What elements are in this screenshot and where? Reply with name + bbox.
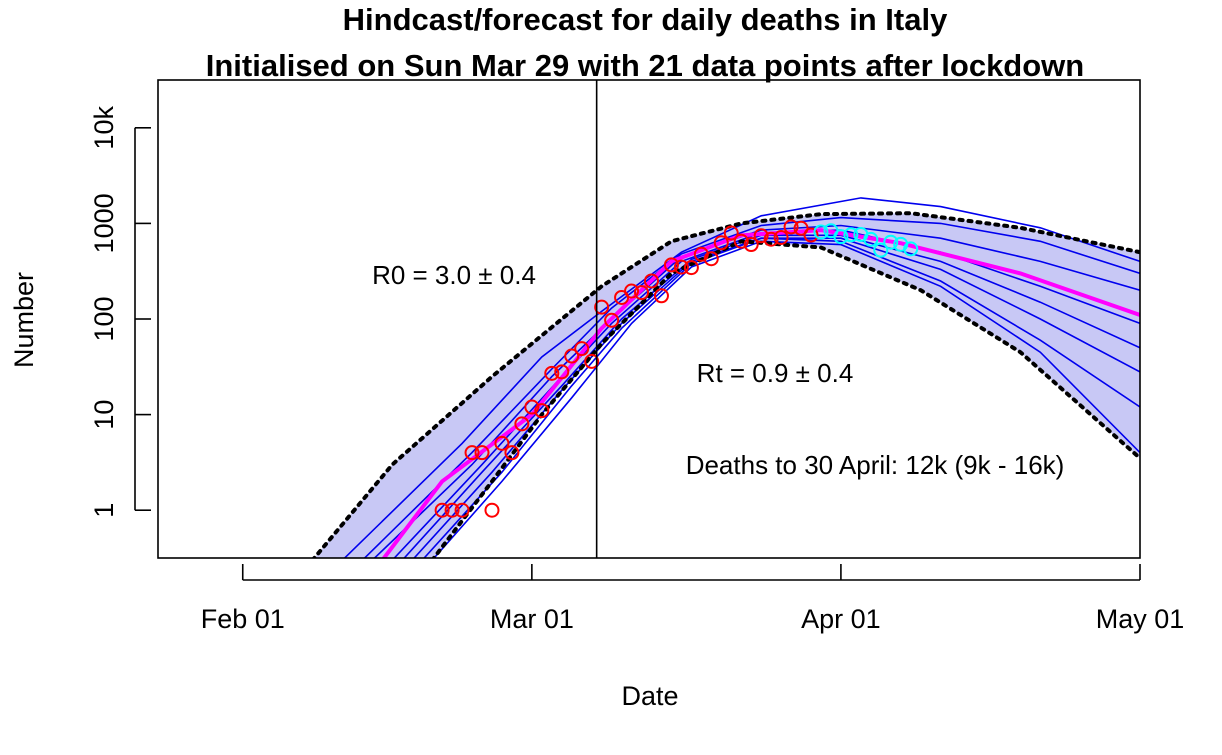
observed-point-20: [624, 283, 640, 299]
observed-point-14: [564, 348, 580, 364]
observed-points-layer: [434, 219, 919, 518]
x-tick-label-1: Feb 01: [201, 604, 285, 634]
observed-point-3: [454, 502, 470, 518]
uncertainty-band-layer: [314, 213, 1140, 558]
chart-title: Hindcast/forecast for daily deaths in It…: [343, 2, 948, 37]
ensemble-line-7: [423, 237, 1140, 558]
observed-point-12: [544, 365, 560, 381]
y-tick-label-2: 10: [89, 400, 119, 430]
y-tick-label-5: 10k: [89, 106, 119, 150]
y-tick-label-3: 100: [89, 296, 119, 341]
rt-annotation: Rt = 0.9 ± 0.4: [697, 358, 854, 388]
observed-point-34: [763, 231, 779, 247]
axes-layer: Feb 01 Mar 01 Apr 01 May 01 1 10 100 1000 10k: [89, 106, 1184, 634]
observed-point-30: [723, 225, 739, 241]
verification-point-7: [873, 242, 889, 258]
observed-point-10: [524, 399, 540, 415]
ensemble-line-1: [343, 197, 1140, 558]
observed-point-38: [803, 227, 819, 243]
y-tick-label-1: 1: [89, 503, 119, 518]
observed-point-11: [534, 403, 550, 419]
verification-point-3: [833, 229, 849, 245]
observed-point-18: [604, 312, 620, 328]
observed-point-16: [584, 353, 600, 369]
observed-point-7: [494, 435, 510, 451]
observed-point-25: [673, 259, 689, 275]
verification-point-1: [813, 224, 829, 240]
observed-point-15: [574, 341, 590, 357]
verification-point-10: [903, 241, 919, 257]
verification-point-8: [883, 234, 899, 250]
observed-point-2: [444, 502, 460, 518]
observed-point-37: [793, 220, 809, 236]
observed-point-23: [653, 288, 669, 304]
observed-point-8: [504, 445, 520, 461]
ensemble-line-8: [433, 240, 1140, 558]
observed-point-9: [514, 416, 530, 432]
observed-point-1: [434, 502, 450, 518]
observed-point-13: [554, 364, 570, 380]
uncertainty-band: [314, 213, 1140, 558]
observed-point-5: [474, 445, 490, 461]
deaths-annotation: Deaths to 30 April: 12k (9k - 16k): [686, 450, 1065, 480]
y-axis-label: Number: [9, 272, 39, 368]
x-tick-label-4: May 01: [1096, 604, 1185, 634]
verification-point-4: [843, 227, 859, 243]
observed-point-32: [743, 237, 759, 253]
observed-point-33: [753, 228, 769, 244]
chart-subtitle: Initialised on Sun Mar 29 with 21 data p…: [206, 48, 1084, 83]
observed-point-17: [594, 299, 610, 315]
observed-point-22: [643, 273, 659, 289]
x-tick-label-3: Apr 01: [801, 604, 881, 634]
observed-point-35: [773, 230, 789, 246]
observed-point-36: [783, 219, 799, 235]
plot-frame: [157, 79, 1141, 559]
ensemble-line-2: [363, 216, 1140, 558]
y-tick-label-4: 1000: [89, 193, 119, 253]
observed-point-21: [634, 285, 650, 301]
observed-point-26: [683, 260, 699, 276]
r0-annotation: R0 = 3.0 ± 0.4: [372, 260, 536, 290]
observed-point-31: [733, 233, 749, 249]
observed-point-29: [713, 235, 729, 251]
observed-point-24: [663, 257, 679, 273]
verification-point-6: [863, 231, 879, 247]
x-tick-label-2: Mar 01: [490, 604, 574, 634]
x-axis-label: Date: [621, 681, 678, 711]
observed-point-6: [484, 502, 500, 518]
observed-point-4: [464, 445, 480, 461]
observed-point-28: [703, 251, 719, 267]
